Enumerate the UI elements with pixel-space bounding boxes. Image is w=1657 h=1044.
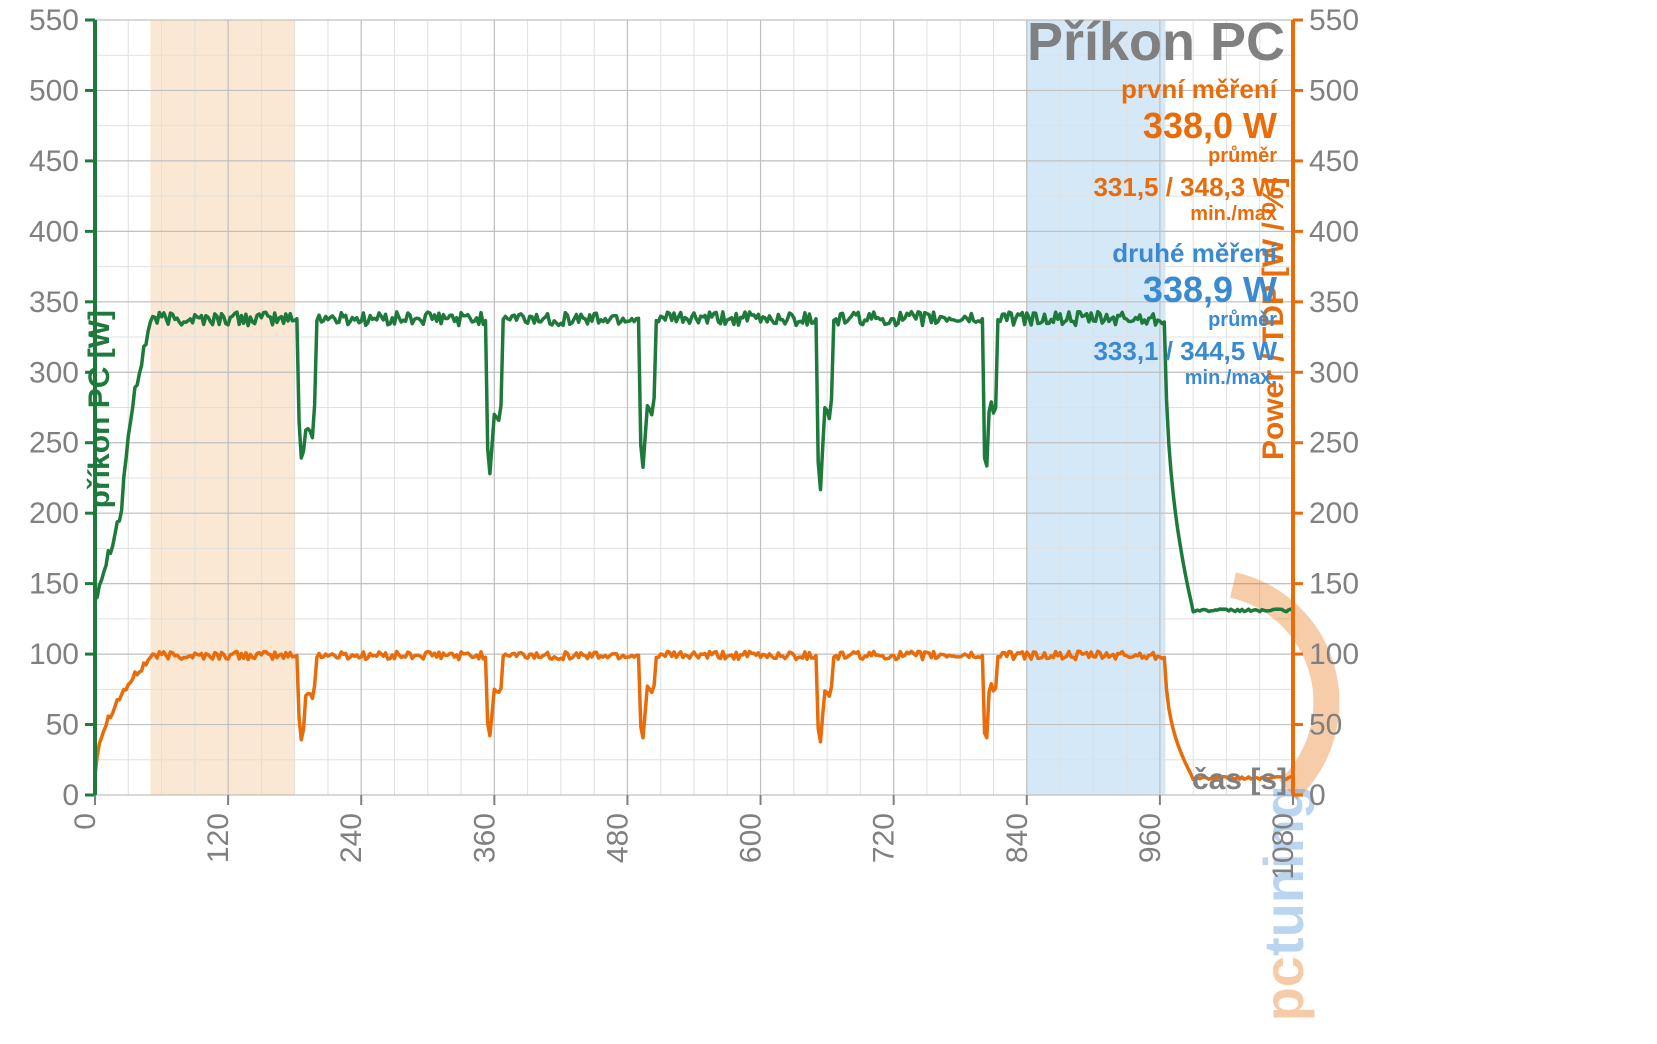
y-left-tick-label: 250 [29,427,79,460]
anno-avg-label: průměr [1208,309,1277,331]
x-tick-label: 120 [202,813,235,863]
y-right-tick-label: 100 [1309,638,1359,671]
y-right-tick-label: 0 [1309,779,1326,812]
x-tick-label: 1080 [1267,813,1300,880]
y-left-tick-label: 200 [29,497,79,530]
x-axis-label: čas [s] [1192,763,1287,796]
x-tick-label: 240 [335,813,368,863]
chart-title: Příkon PC [1027,12,1285,72]
y-right-tick-label: 200 [1309,497,1359,530]
y-left-tick-label: 100 [29,638,79,671]
y-left-tick-label: 450 [29,145,79,178]
anno-heading: první měření [1121,74,1278,104]
y-left-tick-label: 400 [29,215,79,248]
anno-minmax-value: 331,5 / 348,3 W [1093,172,1277,202]
y-right-tick-label: 50 [1309,709,1342,742]
power-chart: pctuning05010015020025030035040045050055… [0,0,1657,1044]
y-left-tick-label: 500 [29,74,79,107]
y-right-tick-label: 450 [1309,145,1359,178]
anno-avg-label: průměr [1208,145,1277,167]
anno-avg-value: 338,9 W [1143,269,1277,310]
y-left-tick-label: 350 [29,286,79,319]
y-left-tick-label: 0 [62,779,79,812]
x-tick-label: 480 [601,813,634,863]
y-left-axis-label: příkon PC [W] [83,310,116,508]
x-tick-label: 960 [1134,813,1167,863]
y-right-tick-label: 150 [1309,568,1359,601]
anno-minmax-label: min./max [1190,203,1277,225]
y-right-tick-label: 250 [1309,427,1359,460]
anno-heading: druhé měření [1112,238,1277,268]
y-left-tick-label: 550 [29,4,79,37]
x-tick-label: 720 [868,813,901,863]
x-tick-label: 600 [735,813,768,863]
y-right-tick-label: 550 [1309,4,1359,37]
y-right-tick-label: 500 [1309,74,1359,107]
y-left-tick-label: 150 [29,568,79,601]
y-right-tick-label: 300 [1309,356,1359,389]
x-tick-label: 0 [69,813,102,830]
y-left-tick-label: 50 [46,709,79,742]
y-right-tick-label: 350 [1309,286,1359,319]
y-left-tick-label: 300 [29,356,79,389]
anno-minmax-value: 333,1 / 344,5 W [1093,336,1277,366]
x-tick-label: 840 [1001,813,1034,863]
x-tick-label: 360 [468,813,501,863]
anno-avg-value: 338,0 W [1143,105,1277,146]
anno-minmax-label: min./max. [1185,367,1277,389]
y-right-tick-label: 400 [1309,215,1359,248]
